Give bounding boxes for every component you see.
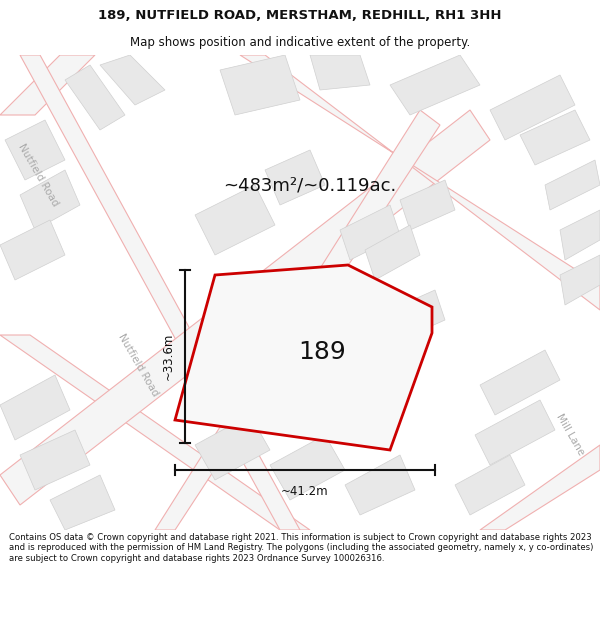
Polygon shape — [560, 255, 600, 305]
Polygon shape — [265, 150, 325, 205]
Polygon shape — [365, 225, 420, 280]
Text: ~41.2m: ~41.2m — [281, 485, 329, 498]
Polygon shape — [0, 220, 65, 280]
Polygon shape — [0, 55, 95, 115]
Polygon shape — [0, 375, 70, 440]
Polygon shape — [20, 170, 80, 230]
Text: Nutfield Road: Nutfield Road — [116, 332, 160, 398]
Text: 189: 189 — [298, 339, 346, 364]
Polygon shape — [520, 110, 590, 165]
Polygon shape — [240, 55, 600, 310]
Polygon shape — [400, 180, 455, 230]
Polygon shape — [0, 110, 490, 505]
Polygon shape — [20, 55, 300, 530]
Polygon shape — [50, 475, 115, 530]
Text: Map shows position and indicative extent of the property.: Map shows position and indicative extent… — [130, 36, 470, 49]
Polygon shape — [560, 210, 600, 260]
Polygon shape — [5, 120, 65, 180]
Text: Mill Lane: Mill Lane — [554, 412, 586, 458]
Text: 189, NUTFIELD ROAD, MERSTHAM, REDHILL, RH1 3HH: 189, NUTFIELD ROAD, MERSTHAM, REDHILL, R… — [98, 9, 502, 22]
Polygon shape — [390, 290, 445, 340]
Polygon shape — [340, 205, 400, 260]
Polygon shape — [390, 55, 480, 115]
Polygon shape — [175, 265, 432, 450]
Polygon shape — [545, 160, 600, 210]
Polygon shape — [480, 445, 600, 530]
Polygon shape — [490, 75, 575, 140]
Text: ~33.6m: ~33.6m — [162, 332, 175, 380]
Polygon shape — [195, 185, 275, 255]
Polygon shape — [100, 55, 165, 105]
Polygon shape — [270, 435, 345, 500]
Polygon shape — [455, 455, 525, 515]
Polygon shape — [220, 55, 300, 115]
Polygon shape — [475, 400, 555, 465]
Polygon shape — [65, 65, 125, 130]
Polygon shape — [310, 55, 370, 90]
Polygon shape — [155, 110, 440, 530]
Polygon shape — [0, 335, 310, 530]
Polygon shape — [195, 415, 270, 480]
Polygon shape — [20, 430, 90, 490]
Polygon shape — [480, 350, 560, 415]
Text: Nutfield Road: Nutfield Road — [16, 142, 60, 208]
Text: ~483m²/~0.119ac.: ~483m²/~0.119ac. — [223, 176, 397, 194]
Text: Contains OS data © Crown copyright and database right 2021. This information is : Contains OS data © Crown copyright and d… — [9, 533, 593, 562]
Polygon shape — [345, 455, 415, 515]
